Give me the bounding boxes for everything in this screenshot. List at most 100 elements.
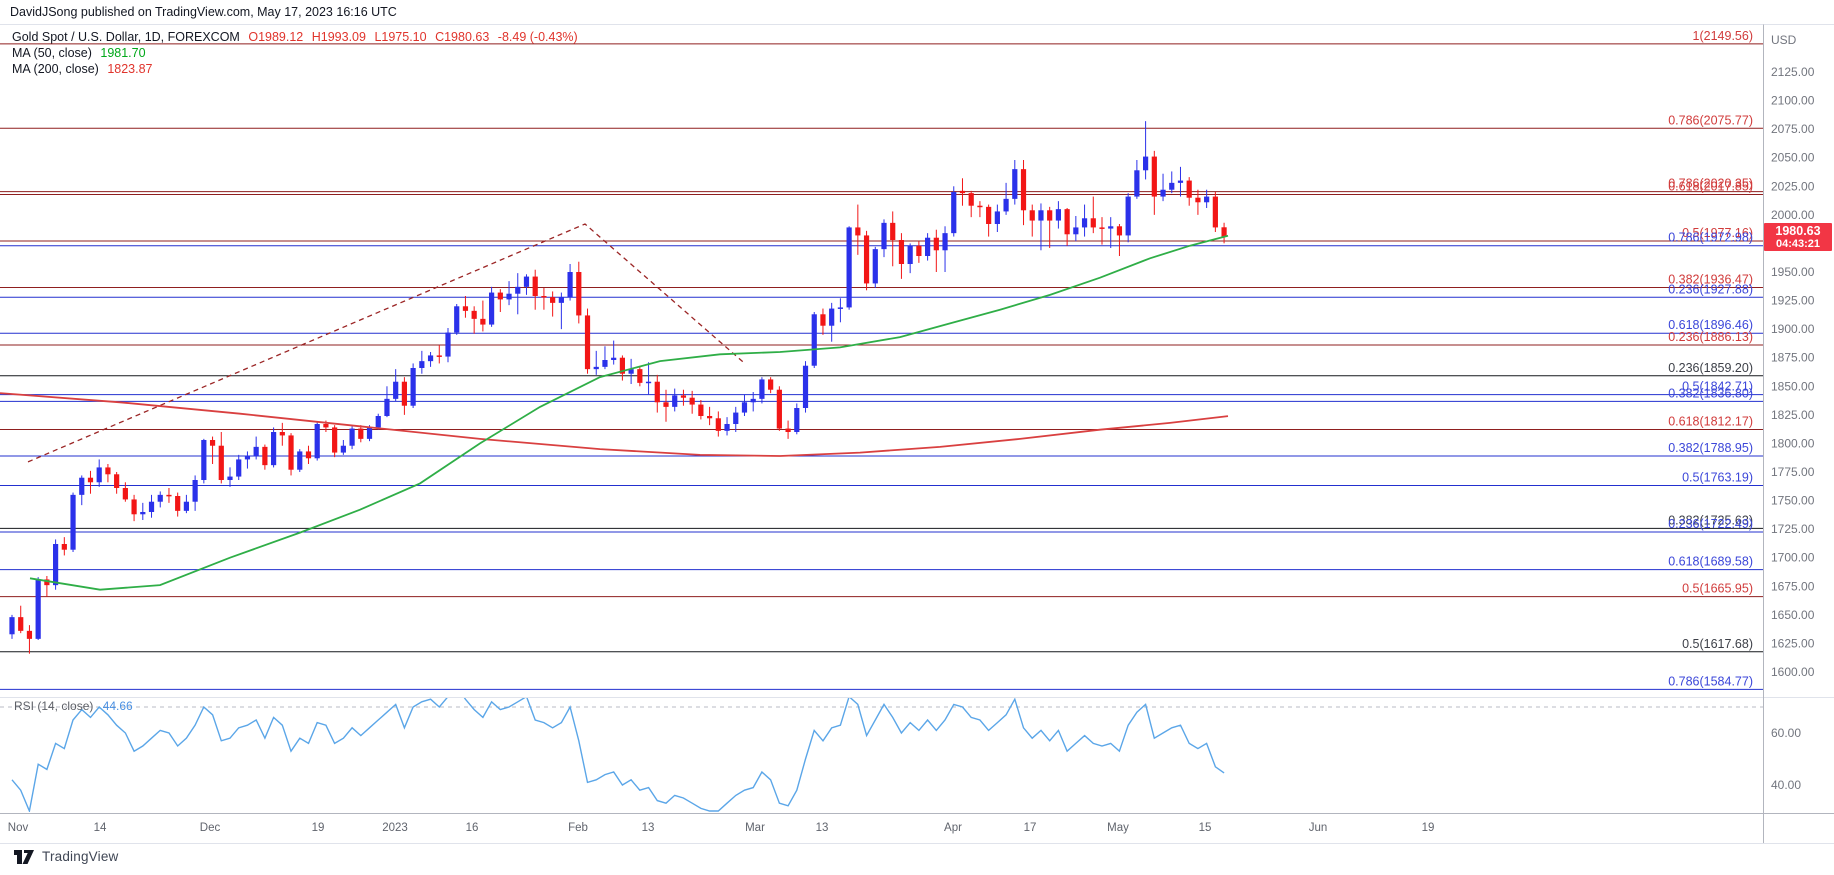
candle bbox=[1160, 173, 1166, 202]
candle bbox=[262, 444, 268, 470]
time-tick-label: 16 bbox=[466, 822, 479, 834]
time-tick-label: Nov bbox=[8, 822, 29, 834]
candle bbox=[645, 362, 652, 395]
rsi-tick-label: 40.00 bbox=[1771, 778, 1801, 792]
candle bbox=[1221, 222, 1227, 244]
ma200-line bbox=[0, 392, 1229, 457]
tradingview-logo-icon[interactable] bbox=[13, 847, 35, 865]
rsi-label: RSI (14, close) bbox=[14, 699, 94, 713]
price-tick-label: 1625.00 bbox=[1771, 636, 1815, 650]
candle bbox=[829, 302, 835, 342]
candle bbox=[1047, 206, 1053, 249]
candle bbox=[567, 264, 573, 301]
rsi-value: 44.66 bbox=[102, 699, 133, 713]
candle bbox=[863, 230, 870, 291]
time-tick-label: Dec bbox=[200, 822, 221, 834]
time-tick-label: 14 bbox=[94, 822, 107, 834]
ma200-label: MA (200, close) bbox=[12, 62, 99, 76]
ohlc-change: -8.49 (-0.43%) bbox=[497, 30, 578, 44]
candle bbox=[855, 204, 861, 255]
candle bbox=[358, 425, 364, 443]
fib-label: 0.618(1689.58) bbox=[1668, 555, 1753, 569]
candle bbox=[427, 352, 434, 367]
candle bbox=[977, 201, 983, 218]
candle bbox=[506, 281, 512, 306]
candle bbox=[776, 386, 782, 431]
candle bbox=[148, 494, 155, 518]
candle bbox=[968, 190, 974, 218]
candle bbox=[332, 425, 338, 458]
candle bbox=[87, 470, 94, 494]
candle bbox=[715, 411, 721, 437]
price-tick-label: 1850.00 bbox=[1771, 379, 1815, 393]
trendline-annotation[interactable] bbox=[27, 223, 744, 463]
fib-label: 0.382(1788.95) bbox=[1668, 441, 1753, 455]
fib-label: 0.786(1584.77) bbox=[1668, 674, 1753, 688]
candle bbox=[768, 377, 774, 394]
time-tick-label: 19 bbox=[312, 822, 325, 834]
candle bbox=[1073, 216, 1079, 242]
footer-bar: TradingView bbox=[13, 847, 119, 865]
candle bbox=[558, 292, 564, 330]
candle bbox=[1055, 201, 1061, 229]
candle bbox=[1134, 160, 1140, 199]
price-tick-label: 2000.00 bbox=[1771, 208, 1815, 222]
candle bbox=[663, 389, 669, 422]
candle bbox=[53, 539, 59, 590]
price-tick-label: 1950.00 bbox=[1771, 265, 1815, 279]
candle bbox=[35, 577, 41, 641]
candle bbox=[994, 204, 1000, 233]
candle bbox=[227, 467, 233, 487]
candle bbox=[628, 358, 634, 385]
candlesticks[interactable] bbox=[9, 121, 1227, 654]
candle bbox=[907, 243, 913, 274]
candle bbox=[1038, 203, 1044, 251]
candle bbox=[349, 426, 355, 450]
symbol-title: Gold Spot / U.S. Dollar, 1D, FOREXCOM bbox=[12, 30, 240, 44]
candle bbox=[393, 369, 399, 402]
candle bbox=[1090, 196, 1096, 234]
candle bbox=[271, 427, 277, 468]
fib-label: 0.5(1665.95) bbox=[1682, 582, 1753, 596]
rsi-legend: RSI (14, close) 44.66 bbox=[14, 699, 133, 713]
candle bbox=[209, 436, 216, 465]
candle bbox=[523, 274, 530, 295]
candle bbox=[1012, 160, 1018, 205]
price-tick-label: 1900.00 bbox=[1771, 322, 1815, 336]
fib-label: 0.236(1722.49) bbox=[1668, 517, 1753, 531]
candle bbox=[140, 502, 146, 521]
ma50-legend-row: MA (50, close) 1981.70 bbox=[12, 45, 578, 61]
fib-label: 0.382(1836.80) bbox=[1668, 386, 1753, 400]
ohlc-open: O1989.12 bbox=[248, 30, 304, 44]
candle bbox=[1151, 150, 1157, 215]
bar-countdown: 04:43:21 bbox=[1775, 237, 1821, 250]
candle bbox=[1029, 204, 1035, 237]
price-tick-label: 1925.00 bbox=[1771, 294, 1815, 308]
tradingview-brand-text[interactable]: TradingView bbox=[42, 848, 119, 864]
candle bbox=[1195, 189, 1201, 215]
candle bbox=[959, 178, 966, 206]
candle bbox=[44, 576, 50, 597]
time-tick-label: 13 bbox=[816, 822, 829, 834]
candle bbox=[602, 346, 608, 370]
fib-label: 0.618(1812.17) bbox=[1668, 415, 1753, 429]
price-axis[interactable]: USD 2125.00 2100.00 2075.00 2050.00 2025.00 20… bbox=[1771, 33, 1815, 792]
candle bbox=[881, 219, 887, 258]
fib-label: 0.786(2075.77) bbox=[1668, 113, 1753, 127]
ma50-value: 1981.70 bbox=[100, 46, 146, 60]
candle bbox=[1125, 193, 1131, 243]
candle bbox=[933, 229, 939, 273]
candle bbox=[576, 261, 582, 324]
candle bbox=[497, 289, 503, 313]
fib-label: 0.5(1842.71) bbox=[1682, 380, 1753, 394]
candle bbox=[297, 449, 303, 473]
candle bbox=[201, 438, 207, 484]
time-axis[interactable]: Nov 14 Dec 19 2023 16 Feb 13 Mar 13 Apr 17 May 15 Jun 1… bbox=[8, 822, 1435, 834]
candle bbox=[1177, 166, 1184, 197]
fib-label: 1(2149.56) bbox=[1693, 29, 1753, 43]
price-tick-label: 1775.00 bbox=[1771, 465, 1815, 479]
candle bbox=[654, 374, 660, 413]
price-tick-label: 1675.00 bbox=[1771, 579, 1815, 593]
fib-label: 0.382(1936.47) bbox=[1668, 272, 1753, 286]
